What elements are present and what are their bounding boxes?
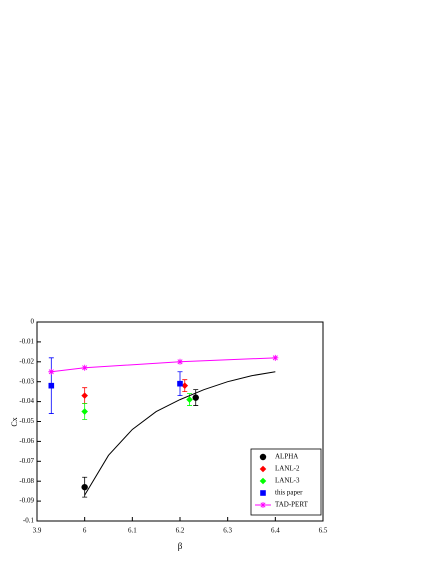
x-axis-label: β	[178, 541, 183, 551]
y-tick-label: -0.06	[19, 437, 34, 445]
data-point	[48, 382, 55, 389]
legend-label: TAD-PERT	[275, 501, 309, 509]
data-point	[81, 364, 88, 371]
x-tick-label: 6.1	[128, 527, 137, 535]
legend-label: LANL-2	[275, 465, 300, 473]
y-tick-label: -0.07	[19, 457, 34, 465]
x-tick-label: 6.3	[223, 527, 232, 535]
y-tick-label: -0.05	[19, 417, 34, 425]
series-line	[51, 357, 276, 373]
legend-marker	[260, 490, 266, 496]
data-point	[81, 392, 88, 399]
y-tick-label: 0	[31, 318, 35, 326]
x-tick-label: 6	[83, 527, 87, 535]
data-point	[177, 380, 183, 387]
x-tick-label: 6.2	[176, 527, 185, 535]
y-tick-label: -0.02	[19, 357, 34, 365]
data-point	[181, 382, 189, 389]
legend-label: this paper	[275, 489, 303, 497]
x-tick-label: 6.5	[319, 527, 328, 535]
data-point	[177, 358, 183, 365]
data-point	[81, 483, 88, 491]
y-tick-label: -0.04	[19, 397, 34, 405]
series-line	[84, 371, 276, 496]
legend-marker	[259, 465, 267, 473]
x-tick-label: 3.9	[33, 527, 42, 535]
data-point	[48, 368, 55, 375]
legend-marker	[260, 502, 266, 508]
y-tick-label: -0.08	[19, 477, 34, 485]
y-axis-label: Cx	[10, 417, 19, 426]
y-tick-label: -0.1	[23, 517, 35, 525]
legend-marker	[259, 453, 267, 461]
x-tick-label: 6.4	[271, 527, 280, 535]
y-tick-label: -0.09	[19, 497, 34, 505]
legend-marker	[259, 477, 267, 485]
y-tick-label: -0.03	[19, 377, 34, 385]
data-point	[192, 394, 199, 401]
data-point	[272, 354, 279, 361]
y-tick-label: -0.01	[19, 338, 34, 346]
legend-label: ALPHA	[275, 453, 298, 461]
data-point	[81, 408, 88, 415]
data-point	[186, 396, 193, 403]
legend-label: LANL-3	[275, 477, 300, 485]
